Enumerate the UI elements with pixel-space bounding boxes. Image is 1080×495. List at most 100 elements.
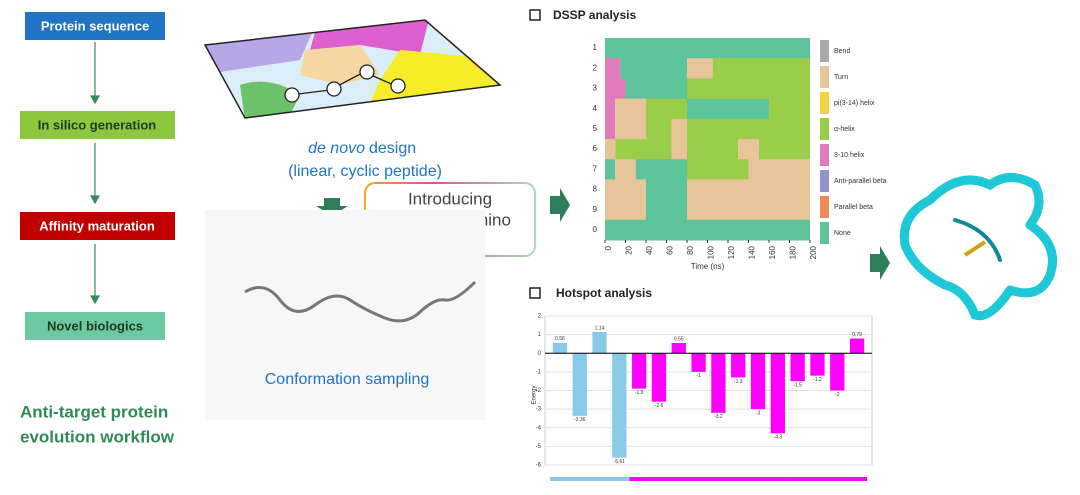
- dssp-cell: [646, 199, 687, 221]
- arrow-head: [89, 95, 101, 105]
- dssp-cell: [687, 118, 810, 140]
- dssp-cell: [635, 159, 687, 180]
- dssp-cell: [615, 98, 646, 120]
- step-box: [20, 111, 175, 139]
- group-bar: [807, 477, 828, 481]
- bar: [651, 353, 667, 402]
- x-tick-label: 160: [768, 245, 777, 259]
- bar-label: -4.3: [774, 435, 783, 441]
- sampling-panel: [205, 210, 485, 420]
- dssp-cell: [671, 118, 687, 140]
- row-label: 8: [593, 185, 598, 194]
- bar: [612, 353, 627, 458]
- dssp-cell: [605, 159, 616, 180]
- step-label: In silico generation: [38, 117, 157, 132]
- bar: [552, 342, 568, 354]
- dssp-title: DSSP analysis: [553, 8, 636, 22]
- dssp-cell: [605, 219, 810, 241]
- hotspot-title: Hotspot analysis: [556, 286, 652, 300]
- step-box: [20, 212, 175, 240]
- group-bar: [787, 477, 808, 481]
- bar-label: -3.36: [574, 417, 586, 423]
- row-label: 3: [593, 84, 598, 93]
- arrow-head: [89, 195, 101, 205]
- group-bar: [609, 477, 630, 481]
- x-tick-label: 140: [748, 245, 757, 259]
- x-tick-label: 20: [625, 245, 634, 254]
- group-bar: [589, 477, 610, 481]
- legend-label: pi(3-14) helix: [834, 100, 875, 107]
- bar: [572, 353, 587, 416]
- workflow-title: Anti-target protein: [20, 402, 168, 421]
- y-tick-label: -1: [536, 369, 542, 375]
- group-bar: [767, 477, 788, 481]
- dssp-cell: [615, 159, 636, 180]
- dssp-cell: [615, 118, 646, 140]
- row-label: 9: [593, 205, 598, 214]
- row-label: 0: [593, 225, 598, 234]
- dssp-cell: [605, 118, 616, 140]
- dssp-cell: [646, 179, 687, 201]
- legend-swatch: [820, 118, 829, 140]
- bar-label: 0.79: [852, 332, 862, 338]
- dssp-cell: [605, 139, 616, 160]
- unnatural-text: Introducing: [408, 189, 492, 208]
- dssp-cell: [646, 98, 687, 120]
- dssp-cell: [712, 58, 810, 79]
- legend-swatch: [820, 92, 829, 114]
- group-bar: [708, 477, 729, 481]
- group-bar: [629, 477, 650, 481]
- bar-label: -1.3: [734, 379, 743, 385]
- group-bar: [569, 477, 590, 481]
- y-axis-label: Energy: [532, 385, 538, 404]
- bar-label: -5.61: [614, 459, 626, 465]
- block-arrow: [316, 198, 348, 216]
- checkbox: [529, 9, 541, 21]
- block-arrow: [870, 246, 890, 280]
- group-bar: [550, 477, 570, 481]
- step-label: Affinity maturation: [39, 218, 155, 233]
- row-label: 1: [593, 43, 598, 52]
- row-label: 7: [593, 164, 598, 173]
- design-subtitle: (linear, cyclic peptide): [288, 163, 442, 180]
- x-tick-label: 200: [809, 245, 818, 259]
- dssp-cell: [605, 58, 621, 79]
- dssp-cell: [769, 98, 810, 120]
- bar: [711, 353, 726, 413]
- row-label: 6: [593, 144, 598, 153]
- design-italic: de novo: [308, 140, 365, 157]
- bar-label: 0.55: [674, 336, 684, 342]
- bar: [770, 353, 785, 434]
- arrow-head: [89, 295, 101, 305]
- dssp-cell: [615, 139, 672, 160]
- x-tick-label: 0: [604, 245, 613, 250]
- bar: [830, 353, 845, 391]
- group-bar: [748, 477, 768, 481]
- bar-label: -2: [835, 392, 840, 398]
- dssp-cell: [687, 179, 810, 201]
- bar-label: -1: [696, 373, 701, 379]
- legend-label: Bend: [834, 48, 850, 55]
- dssp-cell: [687, 139, 739, 160]
- group-bar: [728, 477, 749, 481]
- dssp-cell: [625, 78, 687, 100]
- group-bar: [847, 477, 867, 481]
- dssp-chart: 1 2 3 4 5 6 7 8 9 0 0 20 40 60 80 100 120 140 160 180 200 Tim…: [593, 38, 887, 271]
- bar: [810, 353, 825, 376]
- step-label: Novel biologics: [47, 318, 143, 333]
- bar: [632, 353, 647, 389]
- workflow: Protein sequence In silico generation Af…: [20, 12, 175, 446]
- dssp-cell: [687, 78, 810, 100]
- legend-swatch: [820, 66, 829, 88]
- legend-swatch: [820, 170, 829, 192]
- dssp-cell: [687, 199, 810, 221]
- step-box: [25, 312, 165, 340]
- x-tick-label: 40: [645, 245, 654, 254]
- bar-label: -1.2: [813, 377, 822, 383]
- disulfide: [963, 240, 987, 257]
- dssp-cell: [605, 199, 646, 221]
- bar-label: -3: [756, 410, 761, 416]
- checkbox: [529, 287, 541, 299]
- dssp-cell: [738, 139, 759, 160]
